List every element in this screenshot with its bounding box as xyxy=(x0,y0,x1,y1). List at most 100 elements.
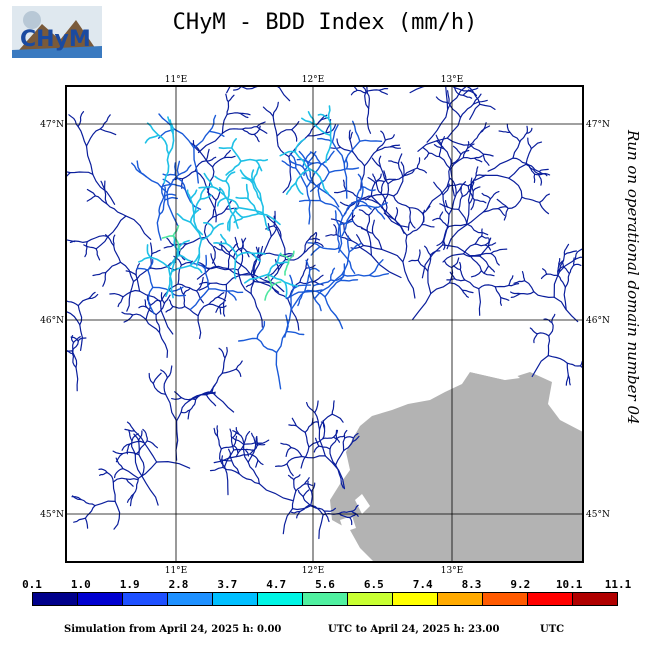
river-segment xyxy=(313,123,332,137)
river-segment xyxy=(479,255,490,267)
river-segment xyxy=(199,194,212,200)
river-segment xyxy=(59,186,61,199)
colorbar-cell xyxy=(348,593,393,605)
river-segment xyxy=(385,178,397,181)
river-segment xyxy=(291,505,312,511)
river-segment xyxy=(180,46,190,57)
river-segment xyxy=(272,101,279,117)
river-segment xyxy=(125,478,134,487)
river-segment xyxy=(147,259,154,271)
river-segment xyxy=(218,347,226,359)
river-segment xyxy=(285,446,292,457)
river-segment xyxy=(328,168,348,174)
river-segment xyxy=(338,510,353,515)
river-segment xyxy=(462,147,469,159)
river-segment xyxy=(299,267,307,283)
river-segment xyxy=(430,282,451,295)
colorbar-cell xyxy=(528,593,573,605)
river-segment xyxy=(249,453,259,461)
river-segment xyxy=(262,106,274,117)
river-segment xyxy=(233,255,239,280)
river-segment xyxy=(64,343,65,350)
river-segment xyxy=(102,272,107,287)
river-segment xyxy=(214,175,227,182)
river-segment xyxy=(579,365,583,369)
river-segment xyxy=(475,174,487,177)
river-segment xyxy=(481,192,491,200)
river-segment xyxy=(360,165,366,191)
river-segment xyxy=(420,51,432,52)
river-segment xyxy=(212,208,227,218)
river-segment xyxy=(565,375,569,386)
river-segment xyxy=(460,69,472,70)
river-segment xyxy=(244,449,249,457)
river-segment xyxy=(368,273,389,278)
river-segment xyxy=(224,466,229,496)
river-segment xyxy=(104,189,108,205)
river-segment xyxy=(99,114,111,130)
river-segment xyxy=(323,510,330,523)
river-segment xyxy=(438,155,452,170)
river-segment xyxy=(138,305,148,309)
river-segment xyxy=(180,409,191,414)
river-segment xyxy=(52,290,57,299)
river-segment xyxy=(361,228,374,234)
river-segment xyxy=(210,43,234,56)
river-segment xyxy=(526,127,533,134)
river-segment xyxy=(470,199,475,211)
river-segment xyxy=(205,394,217,407)
river-segment xyxy=(467,188,472,205)
river-segment xyxy=(320,150,335,166)
lat-tick-left: 46°N xyxy=(40,316,64,326)
river-segment xyxy=(317,137,334,143)
river-segment xyxy=(397,153,403,164)
river-segment xyxy=(325,134,333,163)
river-segment xyxy=(558,254,566,273)
river-segment xyxy=(416,157,421,169)
river-segment xyxy=(237,206,264,214)
colorbar-label: 5.6 xyxy=(315,578,335,591)
river-segment xyxy=(146,244,152,259)
river-segment xyxy=(129,440,145,445)
river-segment xyxy=(304,424,313,433)
river-segment xyxy=(564,273,570,288)
river-segment xyxy=(370,182,376,197)
river-segment xyxy=(356,89,368,94)
river-segment xyxy=(49,186,59,194)
river-segment xyxy=(383,212,396,221)
colorbar-cell xyxy=(258,593,303,605)
river-segment xyxy=(345,167,360,170)
river-segment xyxy=(86,195,96,202)
river-segment xyxy=(508,177,523,198)
river-segment xyxy=(310,246,321,256)
river-segment xyxy=(333,224,338,236)
river-segment xyxy=(312,279,332,287)
river-segment xyxy=(450,153,462,165)
river-segment xyxy=(254,256,261,274)
river-segment xyxy=(235,443,245,458)
river-segment xyxy=(480,270,495,277)
river-segment xyxy=(280,54,287,56)
river-segment xyxy=(295,425,306,433)
river-segment xyxy=(470,59,475,69)
river-segment xyxy=(466,211,485,226)
river-segment xyxy=(305,264,316,269)
river-segment xyxy=(489,191,500,200)
river-segment xyxy=(178,42,190,46)
river-segment xyxy=(529,327,538,335)
river-segment xyxy=(289,274,295,290)
river-segment xyxy=(356,234,364,247)
river-segment xyxy=(350,239,372,256)
river-segment xyxy=(282,156,292,194)
lon-tick-top: 11°E xyxy=(165,75,188,85)
river-segment xyxy=(205,236,216,264)
river-segment xyxy=(147,286,155,315)
river-segment xyxy=(506,123,511,133)
river-segment xyxy=(378,87,389,91)
river-segment xyxy=(196,276,204,292)
river-segment xyxy=(132,313,147,321)
river-segment xyxy=(242,247,250,258)
river-segment xyxy=(394,219,408,236)
river-segment xyxy=(335,450,345,466)
river-segment xyxy=(112,450,124,455)
